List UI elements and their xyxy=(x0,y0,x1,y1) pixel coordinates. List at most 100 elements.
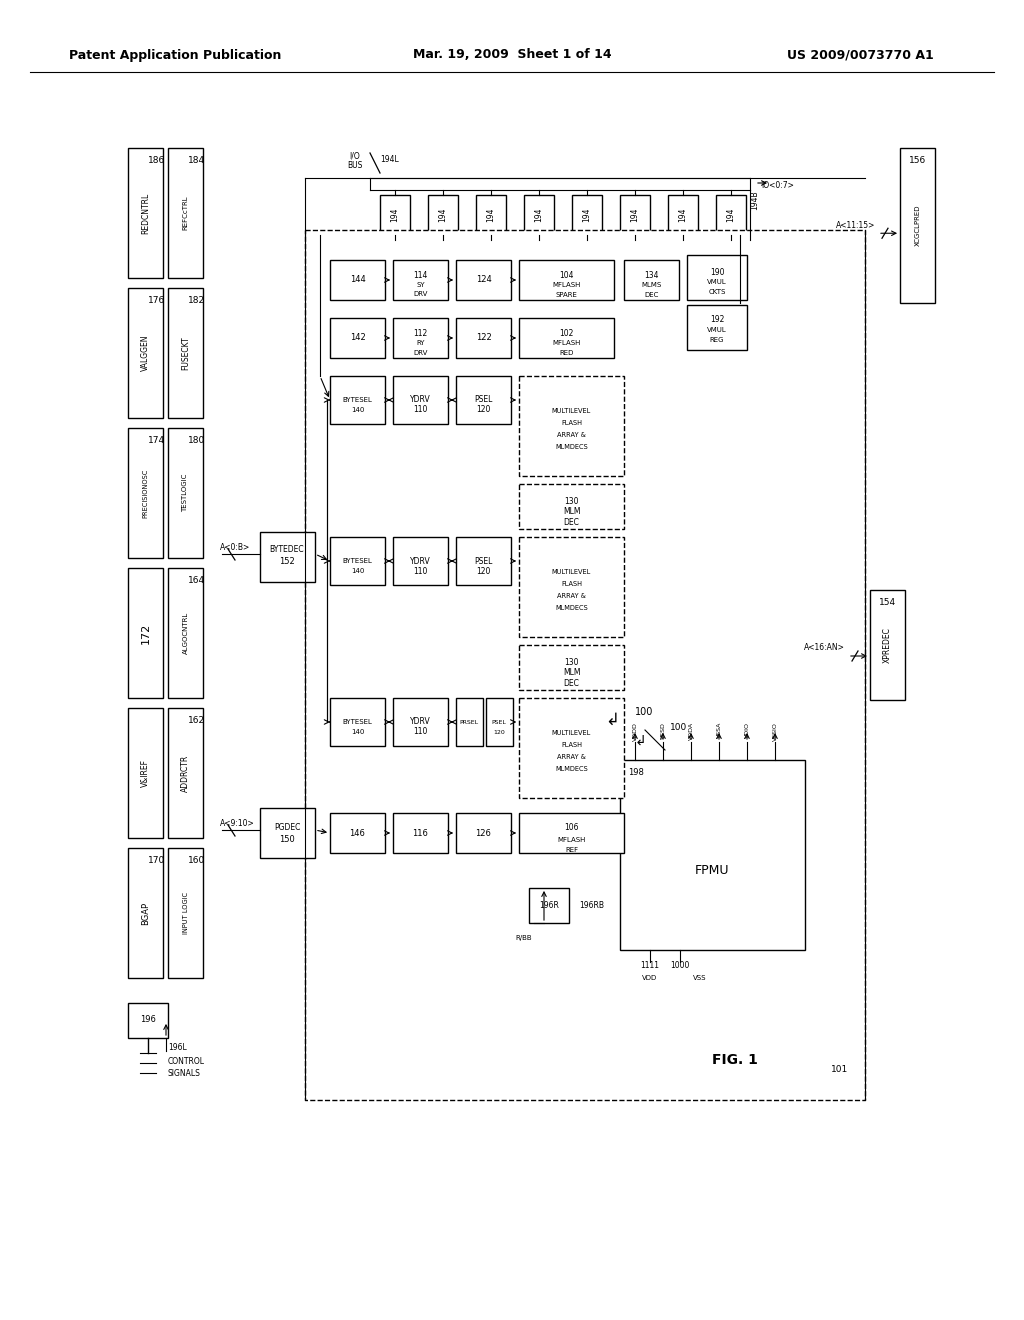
Text: DEC: DEC xyxy=(563,678,580,688)
Text: Mar. 19, 2009  Sheet 1 of 14: Mar. 19, 2009 Sheet 1 of 14 xyxy=(413,49,611,62)
Text: MLM: MLM xyxy=(563,668,581,677)
Text: 198: 198 xyxy=(628,768,644,777)
Text: VMUL: VMUL xyxy=(708,327,727,333)
Text: ALGOCNTRL: ALGOCNTRL xyxy=(182,612,188,655)
Text: ↲: ↲ xyxy=(634,735,646,748)
Text: YDRV: YDRV xyxy=(411,557,431,565)
Text: 101: 101 xyxy=(831,1065,849,1074)
Text: 190: 190 xyxy=(710,268,724,277)
Bar xyxy=(519,260,614,300)
Bar xyxy=(393,698,449,746)
Bar xyxy=(168,148,203,279)
Text: 130: 130 xyxy=(564,498,579,506)
Text: YDRV: YDRV xyxy=(411,718,431,726)
Text: 160: 160 xyxy=(187,855,205,865)
Text: 150: 150 xyxy=(280,836,295,845)
Bar xyxy=(260,532,315,582)
Bar xyxy=(486,698,513,746)
Text: 146: 146 xyxy=(349,829,366,837)
Text: 156: 156 xyxy=(909,156,926,165)
Text: VDD: VDD xyxy=(642,975,657,981)
Bar xyxy=(393,813,449,853)
Text: 194L: 194L xyxy=(381,156,399,165)
Bar xyxy=(168,288,203,418)
Bar xyxy=(456,698,483,746)
Bar xyxy=(330,813,385,853)
Text: 130: 130 xyxy=(564,657,579,667)
Text: PGDEC: PGDEC xyxy=(273,824,300,833)
Text: BGAP: BGAP xyxy=(141,902,150,924)
Text: MLM: MLM xyxy=(563,507,581,516)
Text: 144: 144 xyxy=(349,276,366,285)
Bar xyxy=(456,813,511,853)
Text: PRECISIONOSC: PRECISIONOSC xyxy=(142,469,148,517)
Text: ARRAY &: ARRAY & xyxy=(557,754,586,760)
Text: V&IREF: V&IREF xyxy=(141,759,150,787)
Text: 112: 112 xyxy=(414,329,428,338)
Bar xyxy=(456,537,511,585)
Text: 182: 182 xyxy=(187,296,205,305)
Bar xyxy=(128,568,163,698)
Text: 100: 100 xyxy=(635,708,653,717)
Text: YDRV: YDRV xyxy=(411,396,431,404)
Bar xyxy=(519,698,624,799)
Text: MLMDECS: MLMDECS xyxy=(555,605,588,611)
Text: FLASH: FLASH xyxy=(561,581,582,587)
Text: 1111: 1111 xyxy=(640,961,659,969)
Text: 194: 194 xyxy=(486,207,496,222)
Text: 126: 126 xyxy=(475,829,492,837)
Text: XPREDEC: XPREDEC xyxy=(883,627,892,663)
Text: BYTESEL: BYTESEL xyxy=(343,397,373,403)
Text: FPMU: FPMU xyxy=(695,863,730,876)
Bar xyxy=(260,808,315,858)
Bar xyxy=(519,537,624,638)
Bar xyxy=(456,260,511,300)
Text: CKTS: CKTS xyxy=(709,289,726,296)
Text: PSEL: PSEL xyxy=(474,396,493,404)
Bar xyxy=(687,305,746,350)
Text: 100: 100 xyxy=(670,723,687,733)
Text: CONTROL: CONTROL xyxy=(168,1056,205,1065)
Text: 124: 124 xyxy=(475,276,492,285)
Bar xyxy=(900,148,935,304)
Text: PRSEL: PRSEL xyxy=(460,719,478,725)
Text: PSEL: PSEL xyxy=(474,557,493,565)
Text: A<11:15>: A<11:15> xyxy=(836,220,874,230)
Bar xyxy=(393,537,449,585)
Bar xyxy=(128,288,163,418)
Text: 110: 110 xyxy=(414,405,428,414)
Text: BUS: BUS xyxy=(347,161,362,170)
Bar xyxy=(476,195,506,235)
Text: 140: 140 xyxy=(351,729,365,735)
Text: 194: 194 xyxy=(535,207,544,222)
Text: DEC: DEC xyxy=(644,292,658,298)
Text: 164: 164 xyxy=(187,576,205,585)
Text: 152: 152 xyxy=(280,557,295,566)
Bar xyxy=(393,376,449,424)
Text: BYTESEL: BYTESEL xyxy=(343,719,373,725)
Text: MLMDECS: MLMDECS xyxy=(555,766,588,772)
Text: SIGNALS: SIGNALS xyxy=(168,1068,201,1077)
Text: 110: 110 xyxy=(414,727,428,737)
Text: FLASH: FLASH xyxy=(561,742,582,748)
Bar xyxy=(168,708,203,838)
Text: 116: 116 xyxy=(413,829,428,837)
Text: MULTILEVEL: MULTILEVEL xyxy=(552,730,591,737)
Text: RED: RED xyxy=(559,350,573,356)
Text: DEC: DEC xyxy=(563,517,580,527)
Bar xyxy=(519,813,624,853)
Bar xyxy=(524,195,554,235)
Bar xyxy=(128,148,163,279)
Text: FUSECKT: FUSECKT xyxy=(181,337,190,370)
Bar xyxy=(330,698,385,746)
Text: 196R: 196R xyxy=(539,900,559,909)
Text: ↲: ↲ xyxy=(605,711,618,729)
Text: MFLASH: MFLASH xyxy=(552,341,581,346)
Text: VDDD: VDDD xyxy=(633,722,638,741)
Text: 194: 194 xyxy=(583,207,592,222)
Bar xyxy=(428,195,458,235)
Text: 140: 140 xyxy=(351,568,365,574)
Text: 194: 194 xyxy=(631,207,640,222)
Text: 120: 120 xyxy=(476,566,490,576)
Text: MULTILEVEL: MULTILEVEL xyxy=(552,408,591,414)
